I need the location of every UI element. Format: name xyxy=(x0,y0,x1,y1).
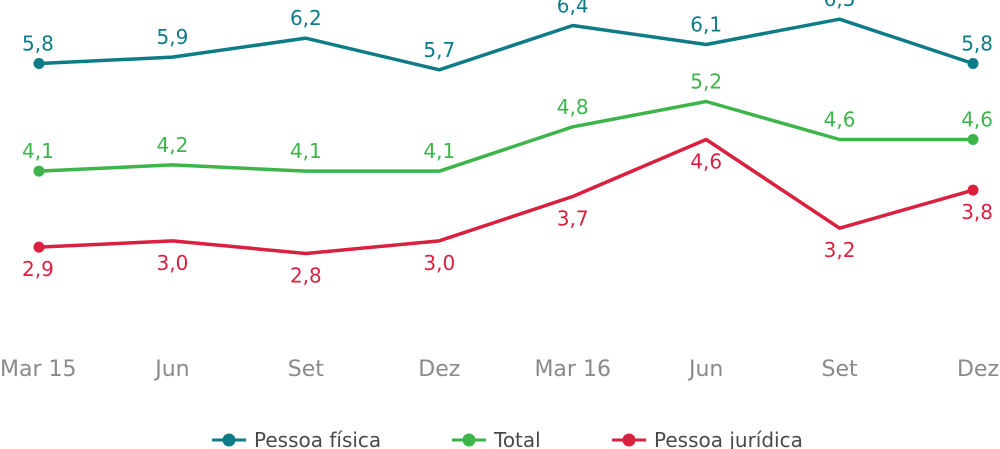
x-tick-label: Set xyxy=(822,357,859,382)
data-label: 6,1 xyxy=(690,13,722,37)
series-line-total xyxy=(37,99,975,173)
series-pessoa-fisica: 5,8 5,9 6,2 5,7 6,4 6,1 6,5 5,8 xyxy=(22,0,993,72)
series-pessoa-juridica: 2,9 3,0 2,8 3,0 3,7 4,6 3,2 3,8 xyxy=(22,137,993,288)
legend-swatch-marker xyxy=(462,433,476,447)
legend-item: Pessoa física xyxy=(212,428,381,449)
data-label: 4,6 xyxy=(824,108,856,132)
legend-swatch-marker xyxy=(622,433,636,447)
data-label: 6,2 xyxy=(290,6,322,30)
data-point-marker xyxy=(967,134,979,145)
data-label: 2,8 xyxy=(290,264,322,288)
data-point-marker xyxy=(33,58,45,69)
data-label: 3,2 xyxy=(824,238,856,262)
data-label: 5,8 xyxy=(961,32,993,56)
x-tick-label: Jun xyxy=(687,357,723,382)
data-label: 6,4 xyxy=(557,0,589,18)
data-point-marker xyxy=(33,165,45,177)
series-layer: 5,8 5,9 6,2 5,7 6,4 6,1 6,5 5,8 4,1 4,2 4,1 4,1 4,8 5… xyxy=(22,0,993,288)
data-label: 3,0 xyxy=(157,251,189,275)
series-total: 4,1 4,2 4,1 4,1 4,8 5,2 4,6 4,6 xyxy=(22,70,993,177)
data-label: 4,6 xyxy=(690,150,722,174)
data-label: 4,1 xyxy=(290,139,322,163)
data-label: 6,5 xyxy=(824,0,856,11)
data-label: 4,8 xyxy=(557,95,589,119)
x-tick-label: Set xyxy=(288,357,325,382)
data-point-marker xyxy=(967,58,979,69)
legend: Pessoa física Total Pessoa jurídica xyxy=(212,428,803,449)
data-label: 4,1 xyxy=(423,139,455,163)
legend-label: Pessoa física xyxy=(254,428,381,449)
series-line-pessoa-fisica xyxy=(37,17,975,72)
data-label: 2,9 xyxy=(22,257,54,281)
legend-item: Total xyxy=(452,428,541,449)
data-label: 4,2 xyxy=(157,133,189,157)
data-label: 3,0 xyxy=(423,251,455,275)
x-tick-label: Mar 16 xyxy=(534,357,611,382)
data-label: 4,1 xyxy=(22,139,54,163)
data-point-marker xyxy=(33,241,45,253)
x-tick-label: Mar 15 xyxy=(0,357,77,382)
x-tick-label: Dez xyxy=(418,357,460,382)
data-point-marker xyxy=(967,184,979,196)
data-label: 5,9 xyxy=(157,25,189,49)
x-tick-label: Jun xyxy=(153,357,189,382)
legend-label: Total xyxy=(493,428,541,449)
data-label: 4,6 xyxy=(961,108,993,132)
data-label: 3,8 xyxy=(961,200,993,224)
legend-item: Pessoa jurídica xyxy=(612,428,803,449)
legend-label: Pessoa jurídica xyxy=(654,428,803,449)
data-label: 3,7 xyxy=(557,207,589,231)
x-tick-label: Dez xyxy=(957,357,999,382)
x-axis: Mar 15 Jun Set Dez Mar 16 Jun Set Dez xyxy=(0,357,999,382)
data-label: 5,2 xyxy=(690,70,722,94)
data-label: 5,8 xyxy=(22,32,54,56)
legend-swatch-marker xyxy=(222,433,236,447)
data-label: 5,7 xyxy=(423,38,455,62)
series-line-pessoa-juridica xyxy=(37,137,975,256)
